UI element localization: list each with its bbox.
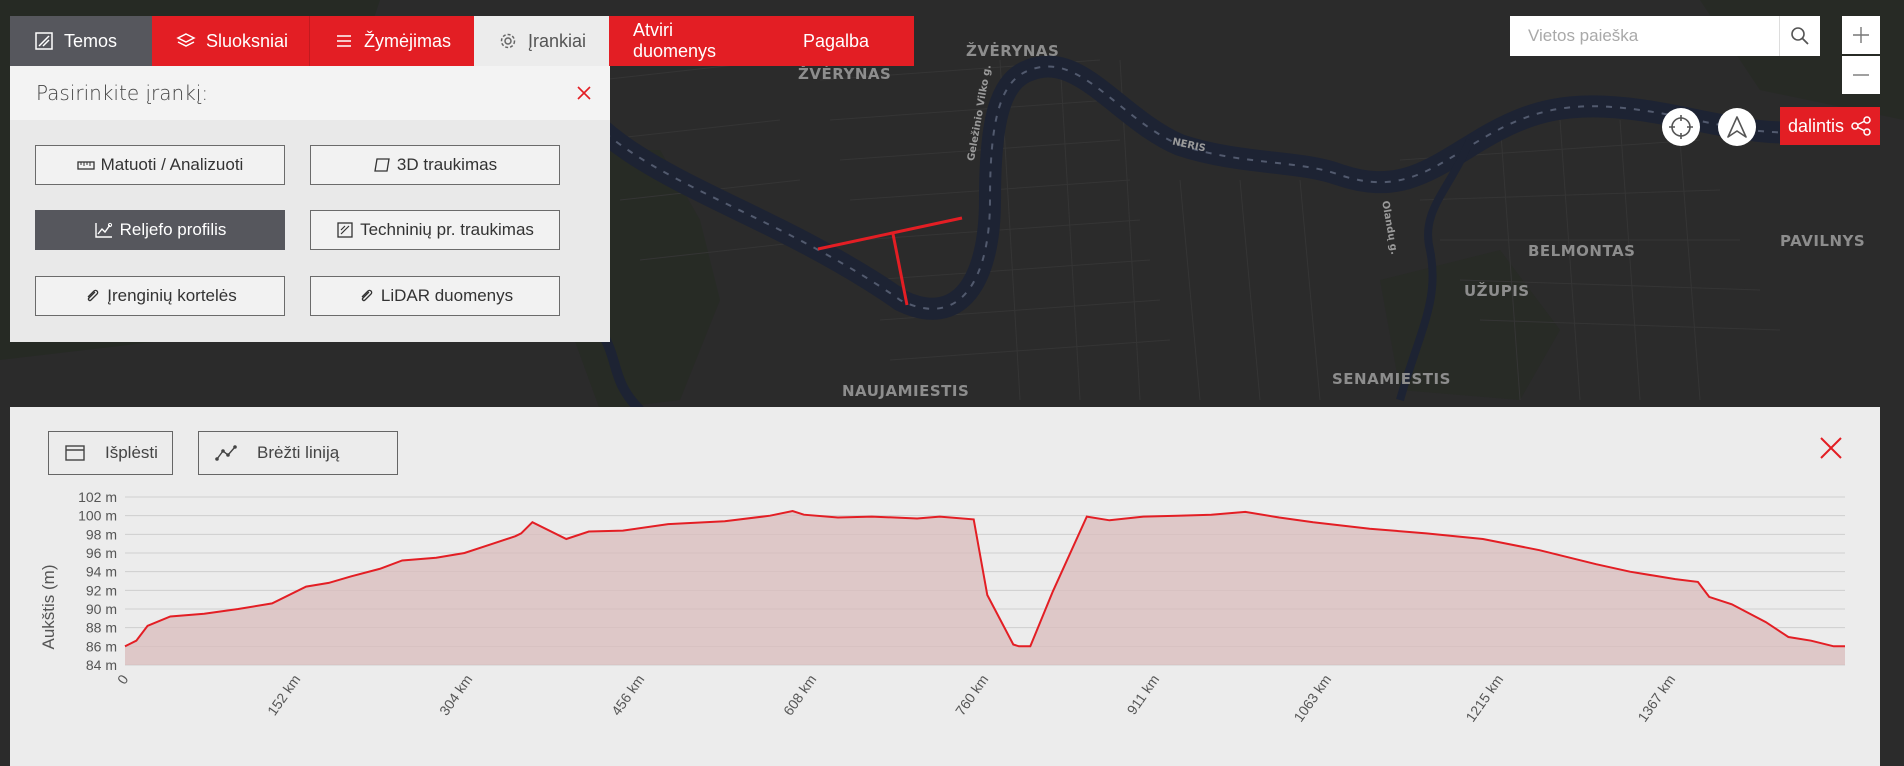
x-tick-label: 911 km [1123, 672, 1162, 718]
tab-irankiai[interactable]: Įrankiai [474, 16, 609, 66]
tab-pagalba[interactable]: Pagalba [779, 16, 914, 66]
draw-line-button[interactable]: Brėžti liniją [198, 431, 398, 475]
tab-sluoksniai[interactable]: Sluoksniai [152, 16, 309, 66]
y-tick-label: 100 m [78, 508, 117, 524]
window-icon [65, 445, 85, 461]
tab-temos-label: Temos [64, 30, 118, 51]
paperclip-icon [361, 289, 373, 302]
terrain-profile-panel: Išplėsti Brėžti liniją 84 m 86 m 88 m 90 m 9… [10, 407, 1880, 766]
tab-atviri-duomenys[interactable]: Atviri duomenys [609, 16, 779, 66]
main-nav: Temos Sluoksniai Žymėjimas Įrankiai Atvi… [10, 16, 914, 66]
3d-extract-button-label: 3D traukimas [396, 155, 498, 174]
tools-panel-header: Pasirinkite įrankį: [10, 66, 610, 120]
y-tick-label: 96 m [86, 545, 117, 561]
terrain-profile-button[interactable]: Reljefo profilis [35, 210, 285, 250]
paperclip-icon [87, 289, 99, 302]
x-tick-label: 456 km [608, 672, 647, 719]
y-tick-label: 90 m [86, 601, 117, 617]
y-tick-label: 102 m [78, 489, 117, 505]
layers-icon [176, 31, 196, 51]
tools-panel: Pasirinkite įrankį: Matuoti / Analizuoti… [10, 66, 610, 342]
map-label-senamiestis: SENAMIESTIS [1332, 370, 1451, 388]
share-button-label: dalintis [1787, 115, 1845, 136]
location-search [1510, 16, 1820, 56]
search-button[interactable] [1779, 16, 1820, 56]
elevation-line [124, 509, 1845, 648]
elevation-area [125, 511, 1845, 665]
map-label-belmontas: BELMONTAS [1528, 242, 1636, 260]
y-tick-label: 84 m [86, 657, 117, 673]
y-tick-label: 98 m [86, 526, 117, 542]
share-button[interactable]: dalintis [1780, 107, 1880, 145]
crosshair-icon [1669, 115, 1693, 139]
y-tick-label: 88 m [86, 620, 117, 636]
3d-extract-button[interactable]: 3D traukimas [310, 145, 560, 185]
device-cards-button[interactable]: Įrenginių kortelės [35, 276, 285, 316]
search-input[interactable] [1510, 16, 1779, 56]
x-tick-label: 608 km [780, 672, 819, 719]
compass-button[interactable] [1718, 108, 1756, 146]
tab-sluoksniai-label: Sluoksniai [206, 30, 289, 51]
y-axis-label: Aukštis (m) [39, 565, 58, 650]
x-tick-label: 304 km [436, 672, 475, 719]
list-icon [334, 31, 354, 51]
zoom-out-button[interactable] [1842, 56, 1880, 94]
x-tick-label: 152 km [264, 672, 303, 719]
polyline-icon [215, 445, 237, 461]
search-icon [1791, 27, 1809, 45]
x-tick-label: 1215 km [1462, 672, 1506, 725]
drawing-icon [337, 222, 353, 238]
y-tick-label: 94 m [86, 564, 117, 580]
gear-icon [498, 31, 518, 51]
x-tick-label: 1367 km [1634, 672, 1678, 725]
y-tick-label: 86 m [86, 638, 117, 654]
x-tick-label: 1063 km [1290, 672, 1334, 725]
locate-button[interactable] [1662, 108, 1700, 146]
terrain-profile-button-label: Reljefo profilis [119, 220, 227, 239]
close-icon[interactable] [1818, 435, 1844, 461]
map-label-uzupis: UŽUPIS [1464, 282, 1530, 300]
lidar-data-button-label: LiDAR duomenys [380, 286, 514, 305]
compass-icon [1727, 116, 1747, 138]
map-label-pavilnys: PAVILNYS [1780, 232, 1866, 250]
zoom-in-button[interactable] [1842, 16, 1880, 54]
device-cards-button-label: Įrenginių kortelės [107, 286, 237, 305]
y-tick-label: 92 m [86, 582, 117, 598]
tab-atviri-duomenys-label: Atviri duomenys [633, 20, 717, 61]
ruler-icon [76, 161, 95, 170]
measure-button-label: Matuoti / Analizuoti [100, 155, 244, 174]
3d-icon [374, 158, 390, 172]
tab-zymejimas-label: Žymėjimas [364, 30, 452, 51]
plus-icon [1853, 27, 1869, 43]
tab-zymejimas[interactable]: Žymėjimas [309, 16, 474, 66]
measure-button[interactable]: Matuoti / Analizuoti [35, 145, 285, 185]
expand-button[interactable]: Išplėsti [48, 431, 173, 475]
map-label-zverynas-2: ŽVĖRYNAS [798, 65, 892, 83]
map-label-zverynas-1: ŽVĖRYNAS [966, 42, 1060, 60]
x-tick-label: 760 km [952, 672, 991, 719]
share-icon [1851, 116, 1871, 136]
technical-extract-button-label: Techninių pr. traukimas [360, 220, 534, 239]
profile-icon [94, 222, 112, 238]
elevation-chart[interactable]: 84 m 86 m 88 m 90 m 92 m 94 m 96 m 98 m 100 m 102… [10, 479, 1880, 766]
draw-line-button-label: Brėžti liniją [257, 443, 340, 462]
expand-button-label: Išplėsti [105, 443, 158, 462]
tab-temos[interactable]: Temos [10, 16, 152, 66]
technical-extract-button[interactable]: Techninių pr. traukimas [310, 210, 560, 250]
tools-panel-title: Pasirinkite įrankį: [36, 81, 209, 105]
tab-pagalba-label: Pagalba [803, 30, 870, 51]
x-tick-label: 0 [114, 671, 132, 687]
close-icon[interactable] [576, 85, 592, 101]
lidar-data-button[interactable]: LiDAR duomenys [310, 276, 560, 316]
map-label-naujamiestis: NAUJAMIESTIS [842, 382, 970, 400]
themes-icon [34, 31, 54, 51]
minus-icon [1853, 74, 1869, 76]
tab-irankiai-label: Įrankiai [528, 30, 587, 51]
